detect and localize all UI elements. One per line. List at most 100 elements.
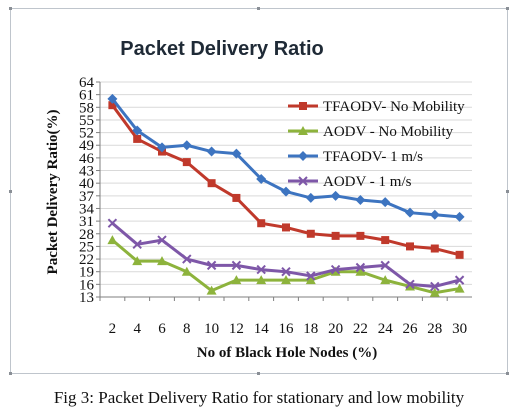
y-tick-label: 37 <box>79 189 95 205</box>
y-tick-label: 61 <box>79 88 94 104</box>
resize-handle-top-mid[interactable] <box>257 7 260 10</box>
data-point <box>231 148 242 159</box>
data-point <box>157 256 167 266</box>
data-point <box>355 195 366 206</box>
data-point <box>107 93 118 104</box>
data-point <box>133 134 142 143</box>
x-tick-label: 16 <box>279 321 295 337</box>
data-point <box>281 266 291 277</box>
x-tick-label: 12 <box>229 321 244 337</box>
y-tick-label: 55 <box>79 113 94 129</box>
data-point <box>429 209 440 220</box>
resize-handle-top-left[interactable] <box>9 7 12 10</box>
data-point <box>206 146 217 157</box>
data-point <box>182 158 191 167</box>
y-tick-label: 46 <box>79 151 95 167</box>
y-tick-label: 25 <box>79 239 94 255</box>
x-tick-label: 26 <box>403 321 419 337</box>
data-point <box>256 264 266 275</box>
data-point <box>182 254 192 264</box>
y-tick-label: 34 <box>79 201 95 217</box>
x-tick-label: 14 <box>254 321 270 337</box>
data-point <box>355 262 366 273</box>
data-point <box>305 192 316 203</box>
data-point <box>430 244 439 253</box>
series-4 <box>107 218 465 292</box>
data-point <box>330 264 341 275</box>
data-point <box>305 275 316 285</box>
data-point <box>256 173 267 184</box>
data-point <box>282 223 290 232</box>
series-2 <box>107 235 465 297</box>
legend-swatch-marker <box>298 126 308 135</box>
legend-entry-label: TFAODV- No Mobility <box>323 99 465 115</box>
data-point <box>331 231 340 240</box>
data-point <box>231 260 242 271</box>
legend: TFAODV- No Mobility AODV - No Mobility TFA… <box>288 99 465 190</box>
data-point <box>330 190 341 201</box>
data-point <box>381 236 390 245</box>
chart-frame <box>9 7 509 375</box>
data-point <box>181 140 192 151</box>
data-point <box>232 193 241 202</box>
x-tick-label: 30 <box>452 321 467 337</box>
resize-handle-bottom-right[interactable] <box>506 372 509 375</box>
y-tick-label: 40 <box>79 176 94 192</box>
resize-handle-bottom-mid[interactable] <box>257 372 260 375</box>
y-tick-label: 22 <box>79 252 94 268</box>
y-tick-label: 58 <box>79 100 94 116</box>
data-point <box>380 197 391 208</box>
data-point <box>257 219 266 228</box>
x-tick-label: 20 <box>328 321 343 337</box>
x-tick-labels: 2 4 6 8 10 12 14 16 18 20 22 24 26 28 30 <box>99 297 467 337</box>
chart-title: Packet Delivery Ratio <box>120 38 323 60</box>
x-tick-label: 4 <box>133 321 141 337</box>
series-lines <box>107 93 465 297</box>
data-point <box>429 287 440 297</box>
resize-handle-bottom-left[interactable] <box>9 372 12 375</box>
x-axis-label: No of Black Hole Nodes (%) <box>197 345 377 361</box>
legend-entry-label: AODV - 1 m/s <box>323 174 412 190</box>
data-point <box>206 285 217 295</box>
data-point <box>281 275 291 285</box>
data-point <box>430 281 440 292</box>
data-point <box>157 142 167 153</box>
legend-entry-label: AODV - No Mobility <box>323 124 454 140</box>
data-point <box>206 260 217 271</box>
y-tick-label: 43 <box>79 164 94 180</box>
data-point <box>406 242 414 251</box>
y-tick-label: 28 <box>79 227 94 243</box>
x-tick-label: 22 <box>353 321 368 337</box>
data-point <box>132 256 143 266</box>
data-point <box>132 239 142 250</box>
line-chart: Packet Delivery Ratio 131619222528313437… <box>45 38 472 361</box>
data-point <box>231 275 242 285</box>
y-tick-label: 64 <box>79 75 95 91</box>
y-tick-label: 16 <box>79 277 95 293</box>
series-1 <box>108 101 464 259</box>
data-point <box>132 125 143 136</box>
legend-swatch-marker <box>298 176 308 186</box>
data-point <box>355 266 366 276</box>
resize-handle-right-mid[interactable] <box>506 190 509 193</box>
y-axis-label: Packet Delivery Ratio(%) <box>45 110 61 275</box>
legend-swatch-marker <box>298 151 308 161</box>
x-tick-label: 10 <box>204 321 219 337</box>
series-3 <box>107 93 465 222</box>
data-point <box>256 275 267 285</box>
legend-entry-label: TFAODV- 1 m/s <box>323 149 423 165</box>
data-point <box>281 186 291 197</box>
data-point <box>405 279 415 290</box>
y-tick-label: 52 <box>79 126 94 142</box>
resize-handle-top-right[interactable] <box>506 7 509 10</box>
data-point <box>306 229 315 238</box>
resize-handle-left-mid[interactable] <box>9 190 12 193</box>
y-tick-label: 31 <box>79 214 94 230</box>
y-tick-label: 19 <box>79 265 94 281</box>
data-point <box>454 275 465 285</box>
data-point <box>157 235 167 245</box>
y-tick-label: 49 <box>79 138 94 154</box>
data-point <box>455 250 464 259</box>
